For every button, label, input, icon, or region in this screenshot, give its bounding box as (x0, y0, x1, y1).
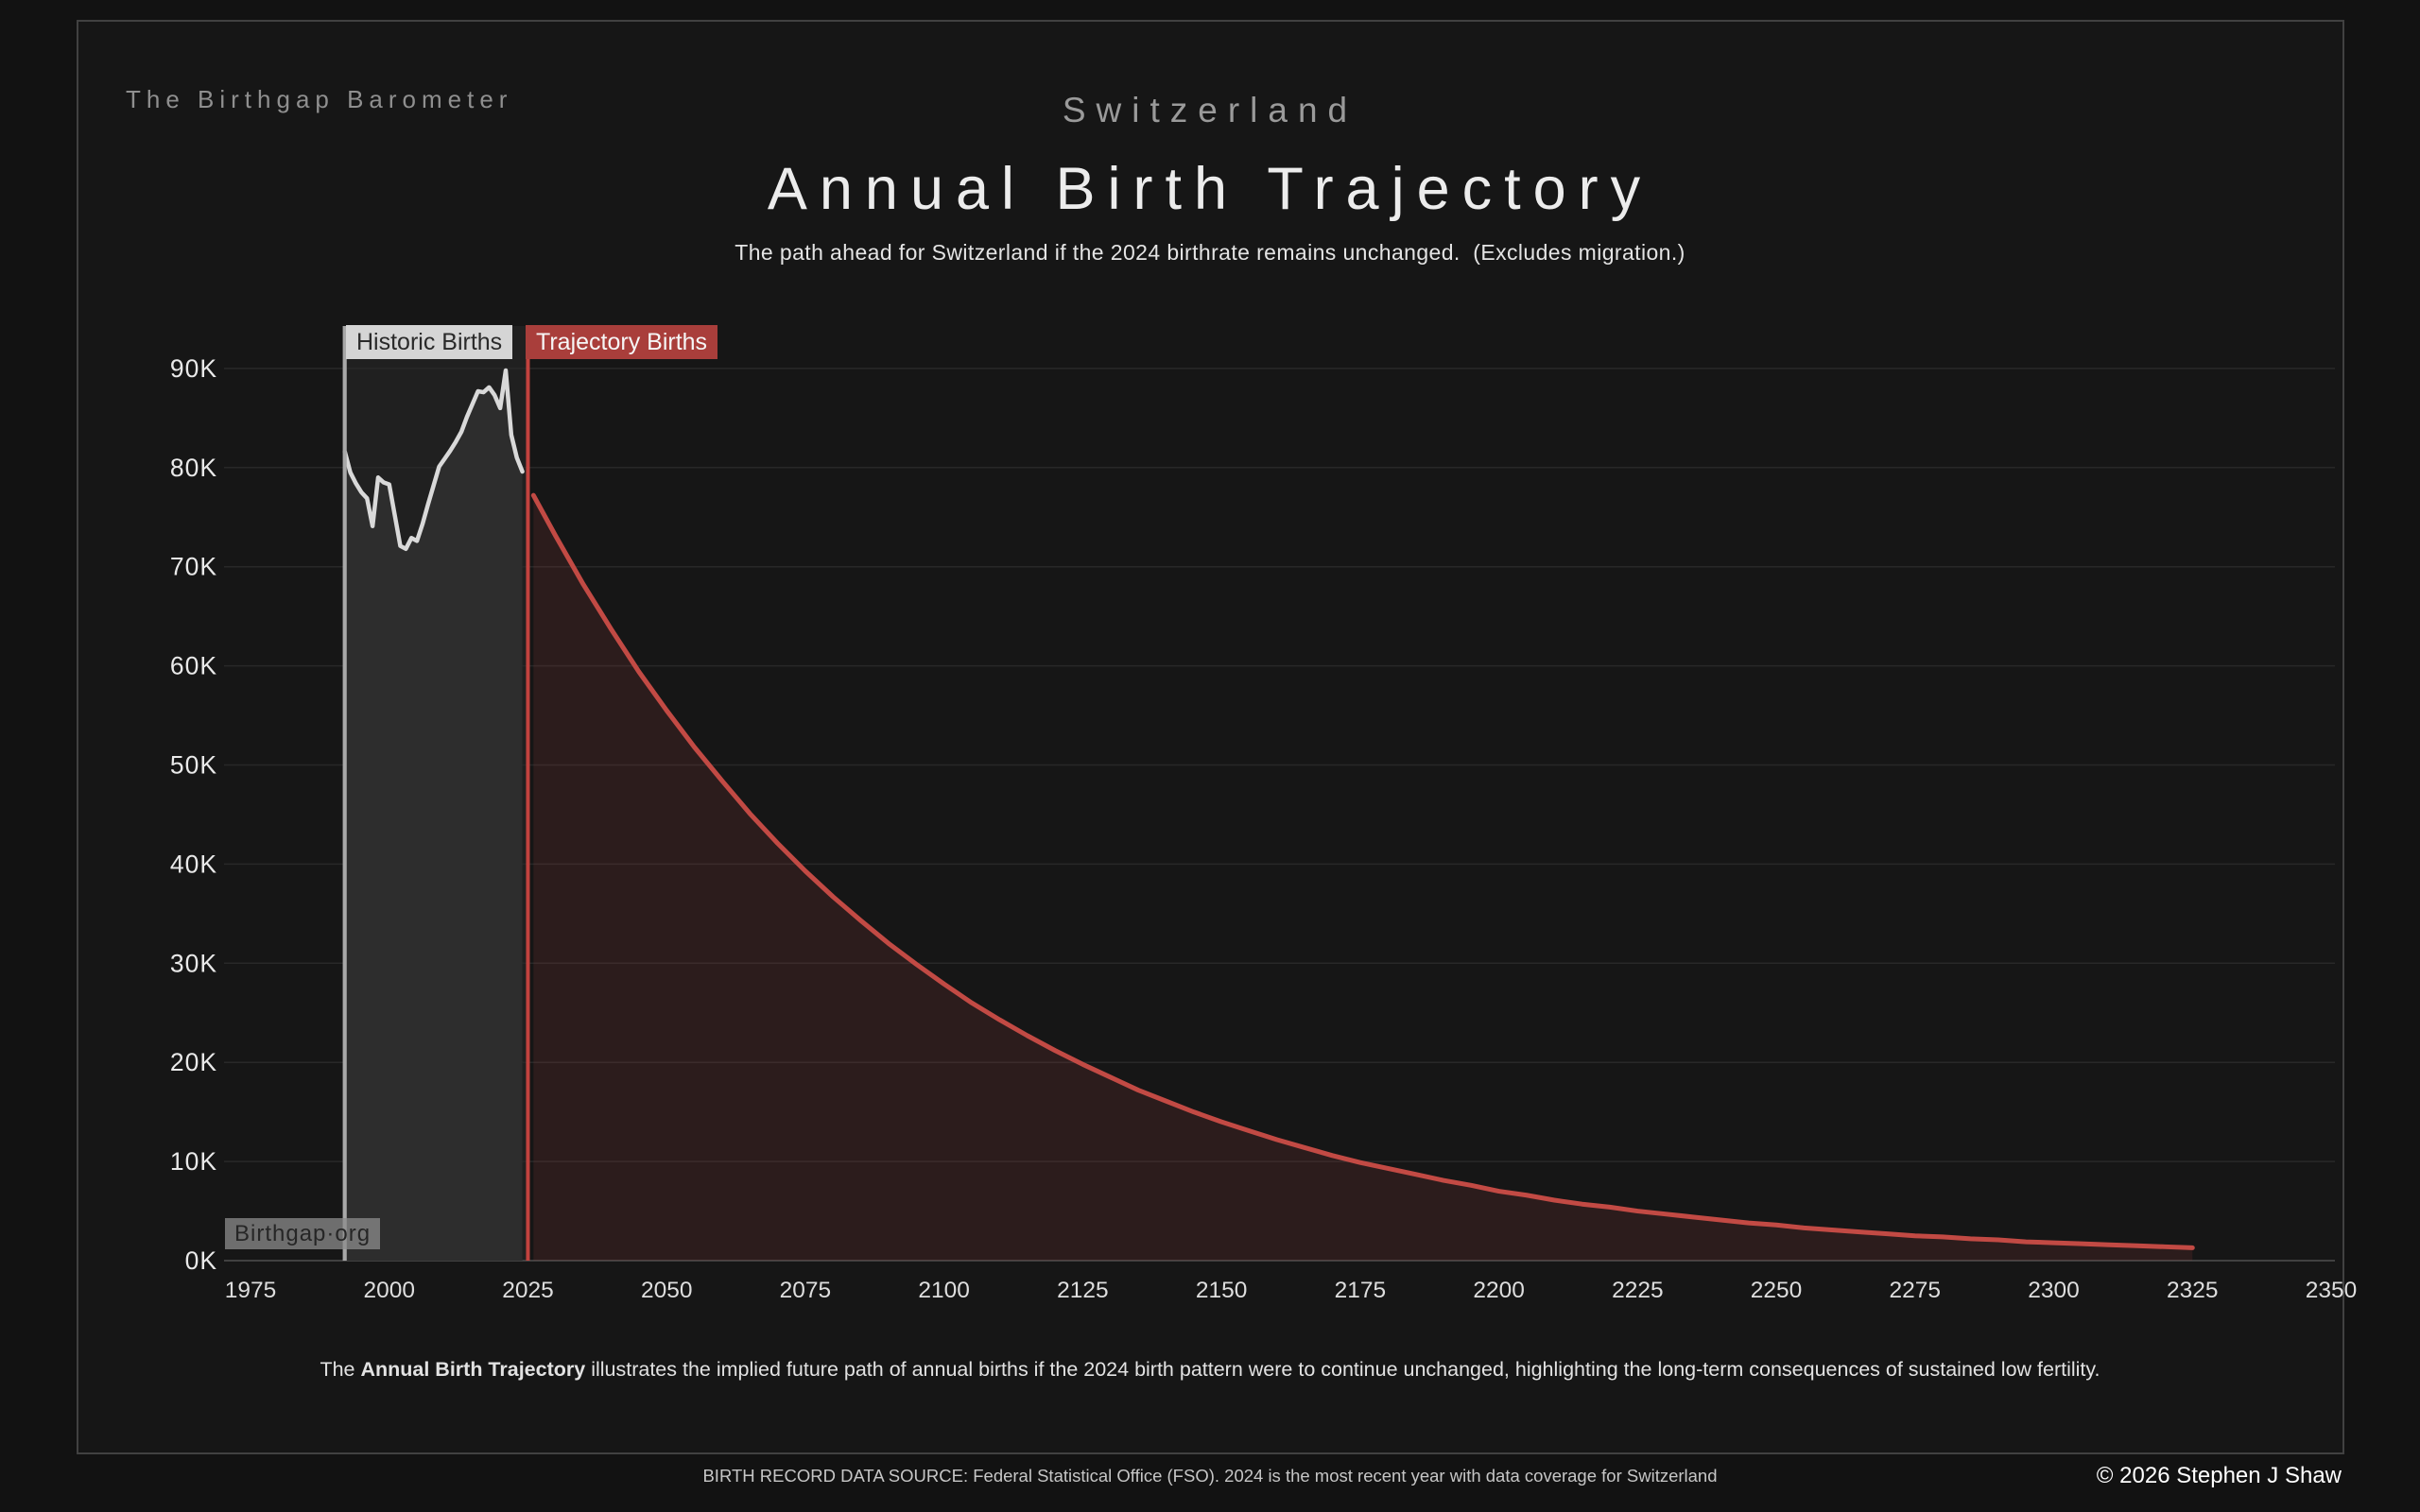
footnote: The Annual Birth Trajectory illustrates … (0, 1358, 2420, 1382)
x-axis-tick-label: 2225 (1612, 1278, 1664, 1303)
y-axis-tick-label: 70K (170, 553, 217, 581)
y-axis-tick-label: 10K (170, 1147, 217, 1176)
x-axis-tick-label: 2000 (363, 1278, 415, 1303)
footnote-bold: Annual Birth Trajectory (360, 1358, 586, 1381)
y-axis-tick-label: 60K (170, 652, 217, 680)
x-axis-tick-label: 2050 (641, 1278, 693, 1303)
x-axis-tick-label: 2300 (2028, 1278, 2080, 1303)
historic-births-legend-badge: Historic Births (346, 325, 513, 359)
y-axis-tick-label: 30K (170, 949, 217, 977)
x-axis-tick-label: 2075 (780, 1278, 832, 1303)
historic-start-marker-line (342, 326, 347, 1261)
x-axis-tick-label: 2025 (502, 1278, 554, 1303)
copyright-text: © 2026 Stephen J Shaw (2096, 1463, 2342, 1488)
chart-subtitle: The path ahead for Switzerland if the 20… (735, 240, 1685, 265)
country-label: Switzerland (1062, 91, 1358, 129)
x-axis-tick-label: 2150 (1196, 1278, 1248, 1303)
footnote-rest: illustrates the implied future path of a… (585, 1358, 2100, 1381)
x-axis-tick-label: 2200 (1473, 1278, 1525, 1303)
historic-births-area (344, 369, 523, 1261)
x-axis-tick-label: 2275 (1890, 1278, 1942, 1303)
x-axis-tick-label: 2100 (918, 1278, 970, 1303)
historic-births-line (342, 368, 525, 552)
x-axis-tick-label: 2125 (1057, 1278, 1109, 1303)
y-axis-tick-label: 20K (170, 1048, 217, 1076)
footnote-lead: The (320, 1358, 361, 1381)
y-axis-tick-label: 50K (170, 751, 217, 780)
trajectory-births-line (530, 492, 2195, 1250)
birthgap-watermark-badge: Birthgap·org (225, 1218, 381, 1249)
y-axis-tick-label: 0K (185, 1246, 217, 1275)
y-axis-tick-label: 90K (170, 354, 217, 383)
trajectory-births-legend-badge: Trajectory Births (526, 325, 718, 359)
x-axis-tick-label: 2325 (2167, 1278, 2219, 1303)
data-source-note: BIRTH RECORD DATA SOURCE: Federal Statis… (702, 1466, 1718, 1486)
x-axis-tick-label: 2250 (1751, 1278, 1803, 1303)
trajectory-start-marker-line (526, 326, 530, 1261)
y-axis-tick-label: 40K (170, 850, 217, 878)
page-title: Annual Birth Trajectory (767, 156, 1653, 222)
x-axis-tick-label: 1975 (225, 1278, 277, 1303)
brand-text: The Birthgap Barometer (126, 85, 513, 113)
x-axis-tick-label: 2175 (1335, 1278, 1387, 1303)
x-axis-tick-label: 2350 (2306, 1278, 2358, 1303)
trajectory-births-area (533, 495, 2193, 1261)
y-axis-tick-label: 80K (170, 454, 217, 482)
